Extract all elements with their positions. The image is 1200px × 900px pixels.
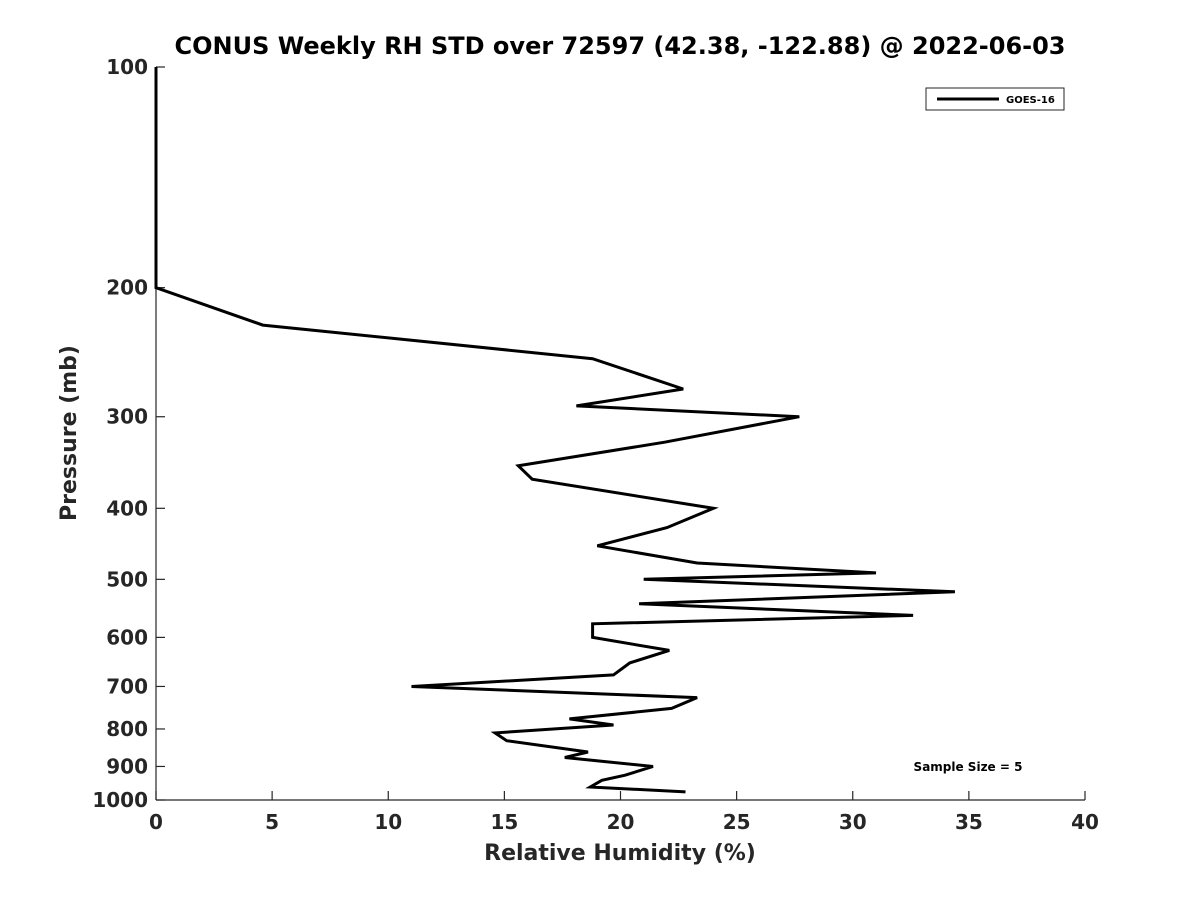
series-layer	[154, 67, 955, 794]
x-tick-label: 25	[723, 810, 751, 834]
y-tick-label: 500	[106, 567, 148, 591]
y-tick-label: 1000	[92, 788, 148, 812]
x-tick-label: 15	[490, 810, 518, 834]
x-tick-label: 30	[839, 810, 867, 834]
x-tick-label: 0	[149, 810, 163, 834]
x-axis-ticks: 0 5 10 15 20 25 30 35 40	[149, 791, 1099, 834]
plot-area	[155, 67, 1085, 801]
y-tick-label: 700	[106, 674, 148, 698]
chart-title: CONUS Weekly RH STD over 72597 (42.38, -…	[174, 32, 1065, 60]
y-tick-label: 200	[106, 276, 148, 300]
y-tick-label: 600	[106, 625, 148, 649]
x-axis-label: Relative Humidity (%)	[484, 841, 756, 866]
y-axis-ticks: 100 200 300 400 500 600 700 800 900 1000	[92, 55, 165, 812]
y-tick-label: 100	[106, 55, 148, 79]
x-tick-label: 35	[955, 810, 983, 834]
y-tick-label: 900	[106, 754, 148, 778]
x-tick-label: 20	[607, 810, 635, 834]
y-tick-label: 800	[106, 717, 148, 741]
y-tick-label: 400	[106, 496, 148, 520]
series-line-goes-16	[154, 67, 955, 794]
legend-entry-goes-16: GOES-16	[1006, 95, 1055, 106]
x-tick-label: 40	[1071, 810, 1099, 834]
y-axis-label: Pressure (mb)	[57, 345, 82, 521]
legend: GOES-16	[925, 87, 1065, 111]
x-tick-label: 10	[374, 810, 402, 834]
sample-size-annotation: Sample Size = 5	[914, 760, 1023, 774]
x-tick-label: 5	[265, 810, 279, 834]
y-tick-label: 300	[106, 405, 148, 429]
